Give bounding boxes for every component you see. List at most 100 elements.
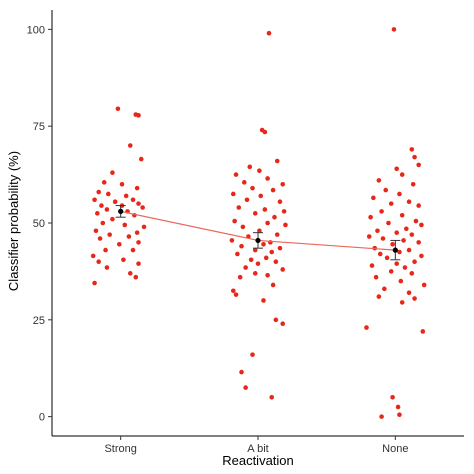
y-tick-label: 25 — [33, 315, 45, 327]
data-point — [280, 321, 286, 326]
data-point — [379, 209, 384, 214]
data-point — [106, 191, 111, 197]
data-point — [136, 261, 141, 266]
y-tick-label: 50 — [33, 218, 45, 230]
data-point — [104, 265, 110, 270]
data-point — [92, 280, 97, 286]
data-point — [232, 218, 237, 224]
data-point — [272, 214, 277, 220]
data-point — [399, 172, 405, 177]
data-point — [233, 172, 239, 177]
data-point — [384, 255, 390, 261]
data-point — [281, 209, 287, 214]
data-point — [366, 234, 372, 239]
y-tick-label: 100 — [27, 24, 45, 36]
data-point — [247, 164, 253, 170]
data-point — [252, 271, 258, 276]
data-point — [119, 181, 125, 187]
data-point — [368, 214, 373, 220]
data-point — [104, 207, 110, 212]
data-point — [252, 247, 258, 253]
data-point — [239, 243, 244, 249]
data-point — [243, 385, 248, 390]
mean-point — [392, 247, 398, 253]
data-point — [130, 247, 136, 253]
data-point — [99, 203, 104, 208]
data-point — [116, 242, 122, 247]
data-point — [369, 263, 375, 268]
data-point — [248, 257, 254, 263]
data-point — [399, 212, 405, 218]
data-point — [274, 232, 280, 237]
data-point — [243, 265, 248, 270]
data-point — [401, 238, 406, 243]
data-points — [90, 27, 427, 419]
data-point — [236, 205, 242, 210]
data-point — [257, 168, 262, 174]
data-point — [257, 228, 262, 234]
data-point — [397, 249, 402, 255]
data-point — [93, 228, 99, 234]
data-point — [380, 236, 386, 241]
data-point — [136, 240, 141, 245]
data-point — [375, 228, 380, 234]
y-tick-label: 75 — [33, 121, 45, 133]
data-point — [410, 181, 416, 187]
data-point — [252, 211, 258, 216]
data-point — [274, 158, 280, 164]
y-tick-label: 0 — [39, 412, 45, 424]
data-point — [394, 230, 400, 235]
data-point — [419, 253, 424, 259]
data-point — [122, 222, 128, 228]
data-point — [266, 30, 272, 36]
data-point — [412, 296, 417, 301]
data-point — [364, 325, 369, 330]
data-point — [421, 282, 427, 288]
data-point — [261, 298, 266, 303]
data-point — [123, 193, 129, 199]
data-point — [138, 156, 144, 162]
data-point — [134, 185, 140, 191]
data-point — [416, 203, 421, 208]
data-point — [258, 193, 264, 199]
data-point — [382, 286, 387, 292]
data-point — [110, 170, 115, 175]
data-point — [390, 242, 395, 247]
data-point — [390, 394, 395, 400]
data-point — [386, 220, 391, 226]
data-point — [412, 154, 417, 160]
data-point — [397, 412, 402, 418]
data-point — [388, 201, 394, 206]
x-ticks: Strong A bit None — [104, 436, 408, 455]
data-point — [265, 176, 270, 181]
data-point — [96, 259, 101, 265]
data-point — [141, 224, 147, 230]
data-point — [394, 166, 400, 172]
data-point — [133, 274, 139, 280]
data-point — [127, 143, 133, 148]
data-point — [383, 187, 389, 193]
data-point — [262, 207, 268, 212]
data-point — [103, 247, 108, 253]
data-point — [377, 251, 383, 257]
axes — [51, 10, 464, 437]
data-point — [97, 236, 103, 241]
data-point — [406, 290, 412, 296]
x-tick-label: A bit — [247, 443, 268, 455]
data-point — [409, 271, 415, 276]
data-point — [404, 226, 409, 232]
data-point — [136, 201, 141, 206]
data-point — [379, 414, 384, 419]
data-point — [100, 220, 106, 226]
data-point — [394, 261, 400, 266]
x-tick-label: None — [382, 443, 408, 455]
data-point — [273, 317, 279, 323]
data-point — [420, 329, 426, 334]
data-point — [280, 181, 286, 187]
data-point — [95, 211, 100, 216]
data-point — [233, 292, 239, 297]
data-point — [237, 274, 243, 280]
data-point — [398, 278, 404, 284]
data-point — [277, 245, 283, 251]
